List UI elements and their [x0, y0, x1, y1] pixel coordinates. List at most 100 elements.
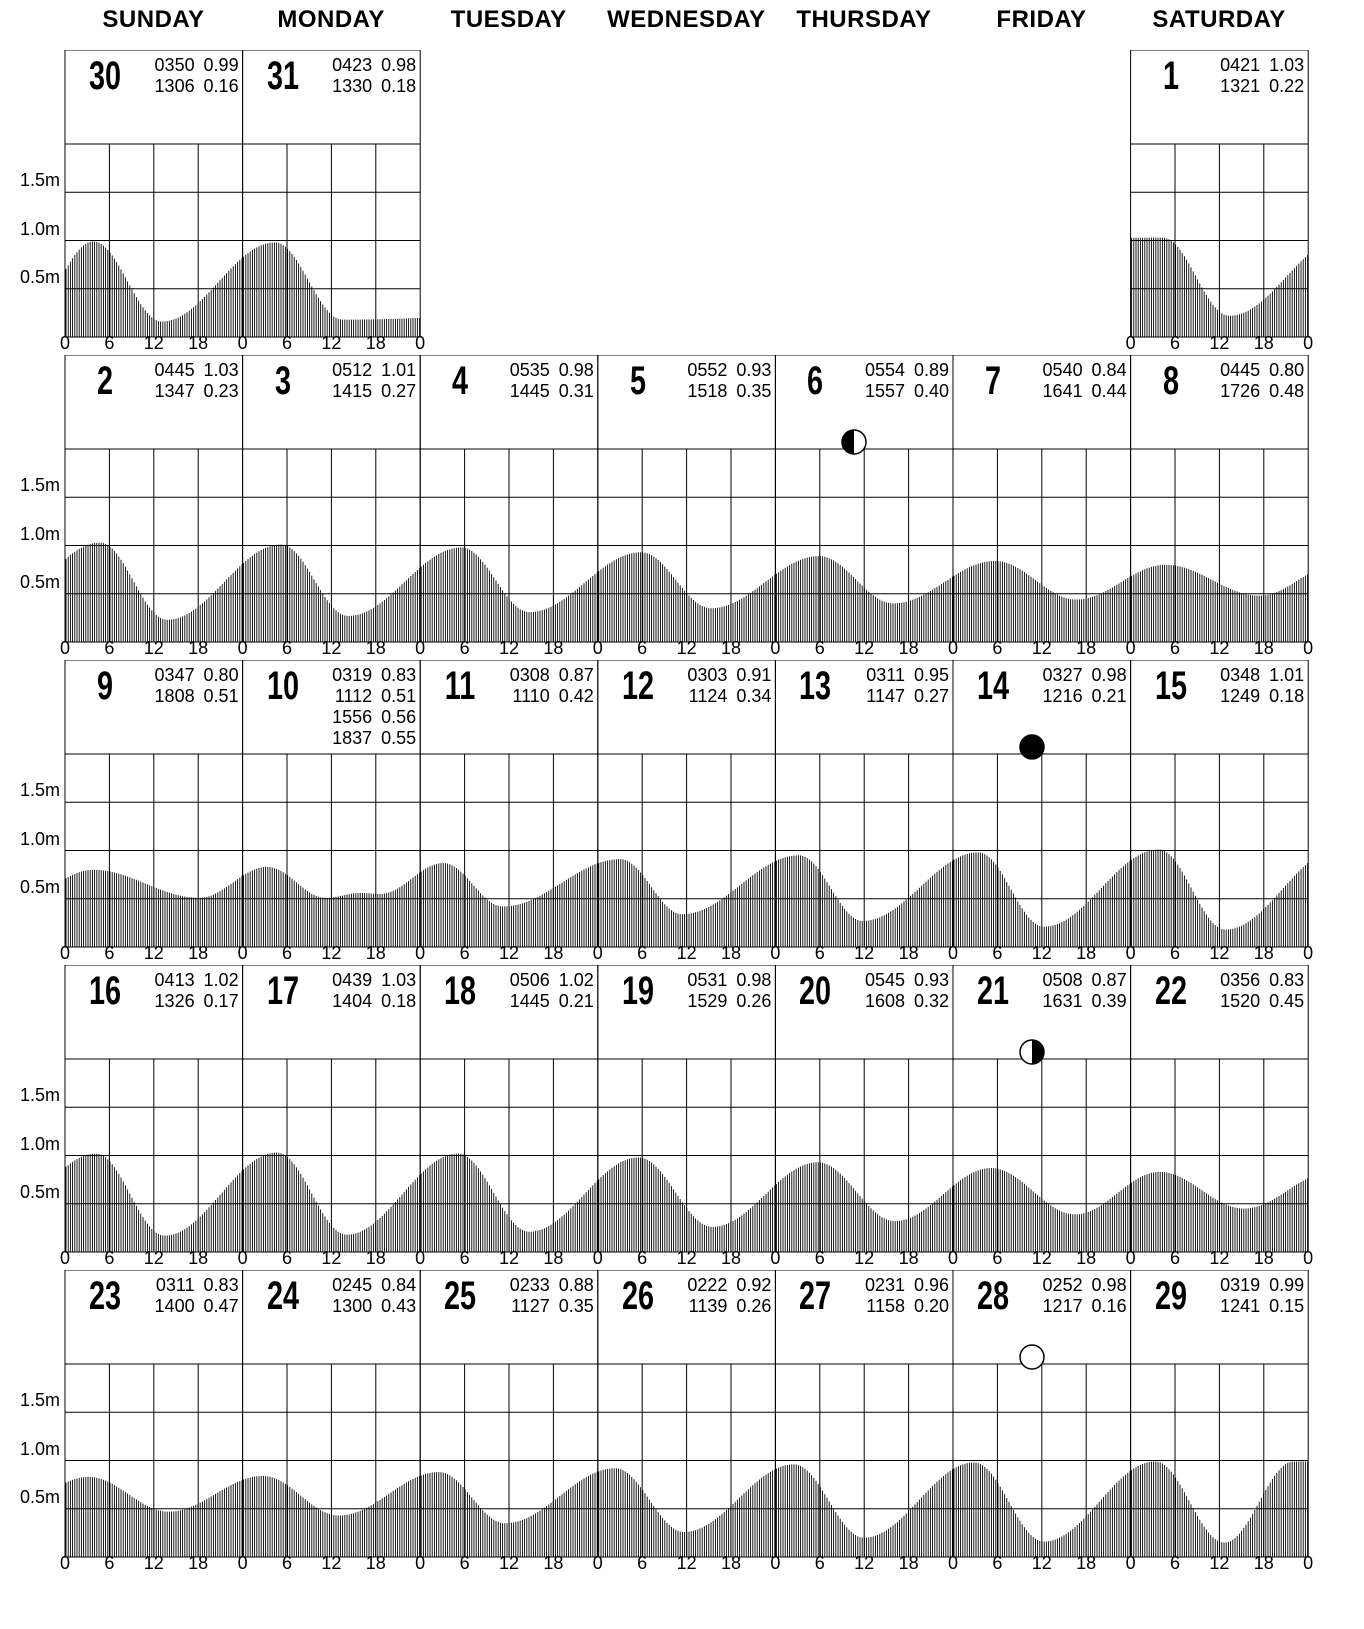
x-tick-label: 12 [1031, 638, 1052, 658]
x-tick-label: 0 [237, 1553, 248, 1573]
weekday-header-wednesday: WEDNESDAY [607, 6, 766, 33]
tide-entry: 1300 0.43 [332, 1296, 416, 1317]
tide-entry: 0348 1.01 [1220, 665, 1304, 686]
tide-height: 0.99 [203, 55, 239, 75]
tide-entry: 1249 0.18 [1220, 686, 1304, 707]
x-tick-label: 0 [1125, 333, 1136, 353]
x-tick-label: 0 [1125, 1553, 1136, 1573]
day-header-14: 14 0327 0.98 1216 0.21 [953, 660, 1131, 760]
tide-entry: 1557 0.40 [865, 381, 949, 402]
grid-lines [419, 965, 599, 1253]
day-header-26: 26 0222 0.92 1139 0.26 [598, 1270, 776, 1364]
tide-time: 0421 [1220, 55, 1261, 75]
x-tick-label: 0 [237, 333, 248, 353]
tide-height: 0.32 [913, 991, 949, 1011]
tide-time: 0506 [509, 970, 550, 990]
y-tick-label: 1.0m [19, 828, 60, 849]
tide-time: 0308 [509, 665, 550, 685]
day-cell-14 [952, 660, 1132, 948]
x-tick-label: 0 [237, 1248, 248, 1268]
tide-entry: 1306 0.16 [155, 76, 239, 97]
week-row-5 [64, 1270, 1309, 1558]
day-header-20: 20 0545 0.93 1608 0.32 [775, 965, 953, 1059]
tide-height: 0.84 [381, 1275, 417, 1295]
day-header-19: 19 0531 0.98 1529 0.26 [598, 965, 776, 1059]
x-tick-label: 18 [188, 1248, 209, 1268]
grid-lines [419, 660, 599, 948]
tide-entry: 0319 0.99 [1220, 1275, 1304, 1296]
x-tick-label: 18 [1253, 333, 1274, 353]
day-number: 10 [266, 664, 299, 708]
day-header-24: 24 0245 0.84 1300 0.43 [243, 1270, 421, 1364]
tide-time: 1641 [1042, 381, 1083, 401]
day-number: 17 [266, 969, 299, 1013]
day-cell-10 [242, 660, 421, 948]
tide-time: 1139 [688, 1296, 728, 1316]
tide-entry: 0311 0.95 [866, 665, 949, 686]
tide-entry: 1147 0.27 [866, 686, 949, 707]
x-tick-label: 18 [188, 943, 209, 963]
tide-curve-day-19 [598, 1157, 776, 1252]
tide-height: 0.18 [381, 991, 417, 1011]
tide-time: 1147 [866, 686, 905, 706]
x-tick-label: 18 [1076, 638, 1097, 658]
tide-height: 1.03 [203, 360, 239, 380]
day-cell-31 [242, 50, 421, 338]
x-tick-label: 18 [365, 943, 386, 963]
new-moon-icon [1019, 734, 1045, 760]
tide-entry: 0311 0.83 [155, 1275, 239, 1296]
grid-lines [1130, 965, 1309, 1253]
tide-time: 1837 [332, 728, 373, 748]
x-tick-label: 18 [188, 638, 209, 658]
tide-entry: 0531 0.98 [687, 970, 771, 991]
day-number: 2 [96, 359, 114, 403]
x-tick-label: 12 [1209, 943, 1230, 963]
x-tick-label: 6 [1169, 943, 1180, 963]
tide-height: 0.89 [913, 360, 949, 380]
day-header-4: 4 0535 0.98 1445 0.31 [420, 355, 598, 449]
weekday-header-monday: MONDAY [277, 6, 385, 33]
tide-times: 0413 1.02 1326 0.17 [155, 970, 239, 1012]
day-header-31: 31 0423 0.98 1330 0.18 [243, 50, 421, 144]
tide-height: 0.44 [1091, 381, 1127, 401]
tide-height: 0.21 [1091, 686, 1127, 706]
tide-times: 0222 0.92 1139 0.26 [687, 1275, 771, 1317]
x-tick-label: 18 [720, 638, 742, 658]
x-tick-label: 6 [459, 1248, 470, 1268]
day-number: 5 [629, 359, 646, 403]
tide-entry: 0245 0.84 [332, 1275, 416, 1296]
day-number: 15 [1154, 664, 1187, 708]
tide-time: 1529 [687, 991, 728, 1011]
tide-curve-day-17 [243, 1152, 421, 1252]
grid-lines [1130, 355, 1309, 643]
tide-times: 0319 0.99 1241 0.15 [1220, 1275, 1304, 1317]
day-cell-7 [952, 355, 1132, 643]
tide-entry: 1608 0.32 [865, 991, 949, 1012]
tide-curve-day-8 [1131, 564, 1309, 642]
tide-height: 0.35 [736, 381, 772, 401]
y-tick-label: 1.5m [19, 475, 60, 496]
x-tick-label: 18 [188, 1553, 209, 1573]
day-number: 14 [976, 664, 1010, 708]
day-cell-13 [774, 660, 954, 948]
tide-time: 1556 [332, 707, 373, 727]
tide-curve-day-22 [1131, 1171, 1309, 1252]
x-tick-label: 6 [104, 943, 115, 963]
x-tick-label: 12 [321, 943, 342, 963]
grid-lines [1130, 1270, 1309, 1558]
tide-time: 1520 [1220, 991, 1261, 1011]
tide-entry: 1415 0.27 [332, 381, 416, 402]
day-number: 22 [1154, 969, 1187, 1013]
tide-entry: 0554 0.89 [865, 360, 949, 381]
tide-time: 0531 [687, 970, 728, 990]
tide-height: 0.83 [203, 1275, 239, 1295]
tide-times: 0423 0.98 1330 0.18 [332, 55, 416, 97]
x-tick-label: 0 [1303, 1248, 1314, 1268]
tide-height: 0.51 [381, 686, 417, 706]
day-cell-9 [64, 660, 244, 948]
x-tick-label: 12 [1031, 1553, 1052, 1573]
tide-entry: 1520 0.45 [1220, 991, 1304, 1012]
tide-height: 0.92 [736, 1275, 772, 1295]
tide-height: 0.56 [381, 707, 417, 727]
x-tick-label: 18 [898, 943, 919, 963]
